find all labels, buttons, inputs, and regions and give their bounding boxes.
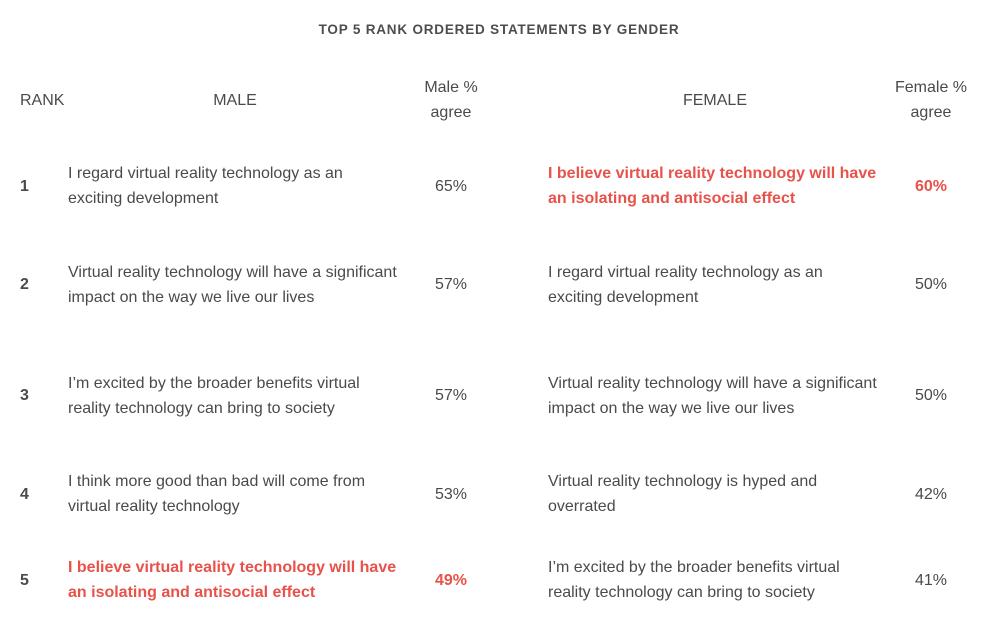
header-female-pct: Female % agree <box>894 79 968 121</box>
male-statement: I believe virtual reality technology wil… <box>68 559 397 601</box>
rank-number: 3 <box>20 387 29 404</box>
male-percent: 49% <box>434 571 468 589</box>
table-row: 5 I believe virtual reality technology w… <box>0 555 985 605</box>
table-title: TOP 5 RANK ORDERED STATEMENTS BY GENDER <box>318 22 680 37</box>
male-percent: 57% <box>434 387 468 404</box>
header-male: MALE <box>213 92 257 109</box>
rank-number: 2 <box>20 276 29 293</box>
male-statement: I regard virtual reality technology as a… <box>68 165 343 207</box>
male-statement: I’m excited by the broader benefits virt… <box>68 374 360 417</box>
male-percent: 57% <box>434 276 468 293</box>
rank-number: 5 <box>20 571 29 589</box>
table-row: 1 I regard virtual reality technology as… <box>0 161 985 211</box>
female-statement: I believe virtual reality technology wil… <box>548 165 877 207</box>
female-percent: 41% <box>914 571 948 589</box>
header-rank: RANK <box>20 92 65 109</box>
table-row: 4 I think more good than bad will come f… <box>0 469 985 519</box>
male-percent: 65% <box>434 177 468 195</box>
female-statement: I’m excited by the broader benefits virt… <box>548 559 840 601</box>
male-percent: 53% <box>434 485 468 503</box>
rank-number: 4 <box>20 485 29 503</box>
female-percent: 42% <box>914 485 948 503</box>
male-statement: Virtual reality technology will have a s… <box>68 263 397 306</box>
female-percent: 50% <box>914 276 948 293</box>
male-statement: I think more good than bad will come fro… <box>68 473 366 515</box>
female-statement: I regard virtual reality technology as a… <box>548 263 823 306</box>
rank-number: 1 <box>20 177 29 195</box>
female-percent: 50% <box>914 387 948 404</box>
female-percent: 60% <box>914 177 948 195</box>
header-male-pct: Male % agree <box>424 79 478 121</box>
table-row: 2 Virtual reality technology will have a… <box>0 247 985 322</box>
table-row: 3 I’m excited by the broader benefits vi… <box>0 358 985 433</box>
female-statement: Virtual reality technology is hyped and … <box>548 473 818 515</box>
header-female: FEMALE <box>682 92 747 109</box>
female-statement: Virtual reality technology will have a s… <box>548 374 877 417</box>
